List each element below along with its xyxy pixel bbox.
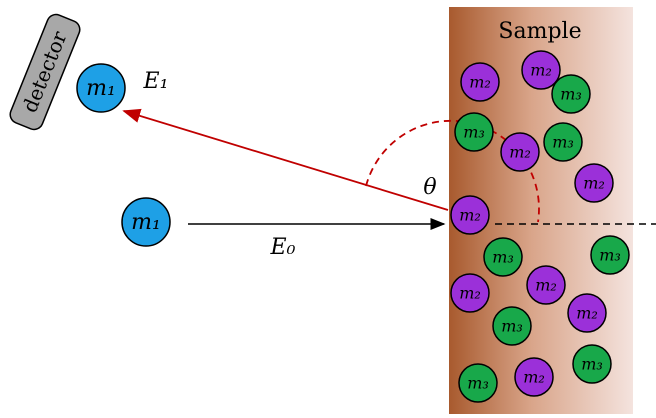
particle-label: m₂ (523, 368, 545, 387)
particle-label: m₂ (583, 174, 605, 193)
incident-energy: E₀ (270, 235, 296, 260)
diagram: Sample detector θ m₁ E₁ m₁ E₀ m₂ m₂ m₃ m₃ m₂… (0, 0, 656, 414)
particle-label: m₂ (459, 284, 481, 303)
angle-label: θ (423, 175, 436, 200)
sample-label: Sample (498, 19, 581, 44)
particle-label: m₂ (576, 304, 598, 323)
particle-label: m₃ (467, 374, 489, 393)
particle-label: m₃ (463, 123, 485, 142)
particle-label: m₃ (552, 133, 574, 152)
particle-label: m₂ (509, 143, 531, 162)
particle-label: m₃ (560, 85, 582, 104)
particle-label: m₃ (492, 248, 514, 267)
detector: detector (8, 12, 83, 132)
scattered-energy: E₁ (143, 69, 169, 94)
scattered-particle-label: m₁ (86, 76, 116, 101)
particle-label: m₃ (599, 246, 621, 265)
particle-label: m₃ (501, 317, 523, 336)
particle-label: m₂ (459, 206, 481, 225)
incident-particle-label: m₁ (131, 210, 161, 235)
particle-label: m₂ (530, 61, 552, 80)
particle-label: m₃ (581, 355, 603, 374)
scattered-arrow (124, 111, 448, 210)
particle-label: m₂ (535, 276, 557, 295)
particle-label: m₂ (469, 73, 491, 92)
